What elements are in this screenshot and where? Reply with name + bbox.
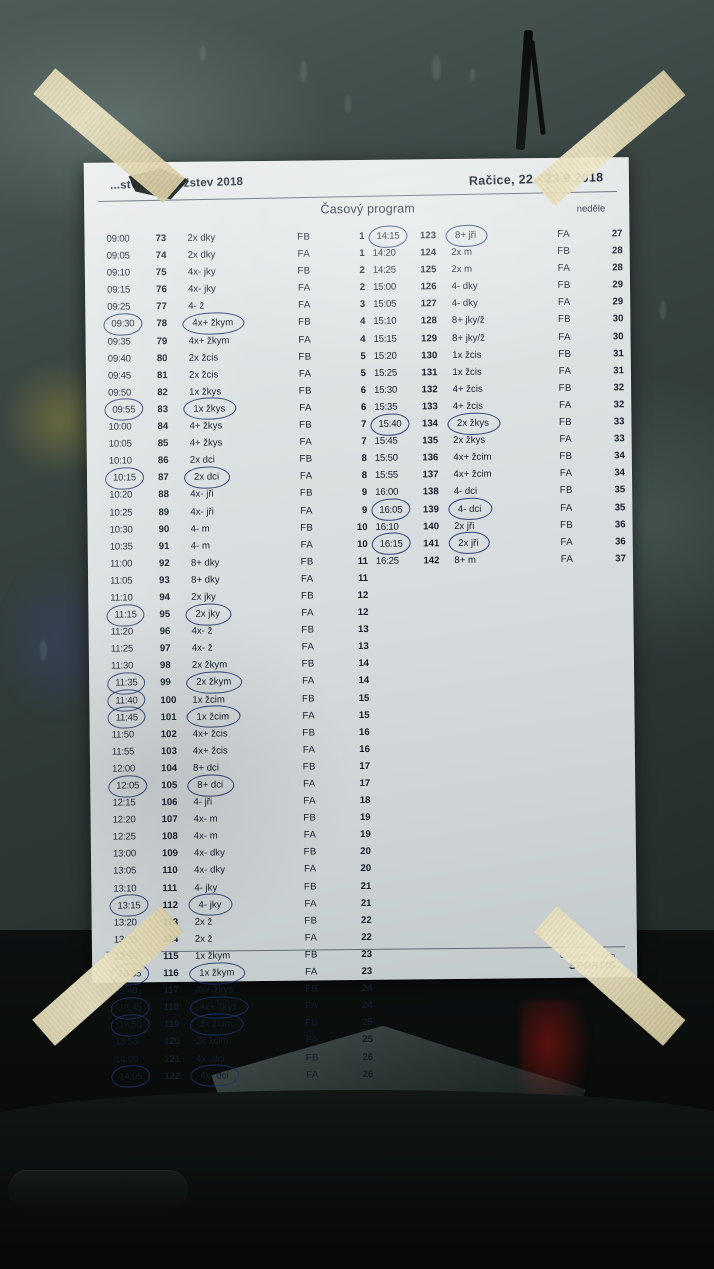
rain-droplet [40, 640, 47, 660]
pen-circle-mark: 1x žkym [195, 964, 238, 982]
schedule-sheet[interactable]: ...ství ČR družstev 2018 Račice, 22.- 23… [83, 157, 638, 1082]
pen-circle-mark: 1x žcim [192, 708, 233, 726]
pen-circle-mark: 14:05 [115, 1068, 146, 1085]
pen-circle-mark: 8+ jři [451, 227, 480, 244]
pen-circle-mark: 15:40 [374, 416, 405, 433]
pen-circle-mark: 2x žcim [196, 1016, 237, 1034]
pen-circle-mark: 2x žkym [192, 674, 235, 692]
dashboard-handle [8, 1170, 188, 1210]
pen-circle-mark: 14:15 [372, 228, 403, 245]
pen-circle-mark: 09:55 [108, 401, 139, 418]
pen-circle-mark: 10:15 [109, 470, 140, 487]
pen-circle-mark: 2x jky [191, 605, 224, 622]
schedule-column-right: 14:15 123 8+ jři FA 27 14:20 124 2x m FB 28 14:25 1… [372, 225, 626, 569]
pen-circle-mark: 12:05 [112, 777, 143, 794]
rain-droplet [432, 55, 441, 81]
schedule-row: 14:05 122 4x- dci FA 26 [115, 1065, 373, 1085]
schedule-row: 16:25 142 8+ m FA 37 [375, 553, 626, 567]
background-red-object [520, 1000, 590, 1110]
pen-circle-mark: 4x- dci [196, 1067, 232, 1084]
rain-droplet [470, 68, 475, 82]
weekday-label: neděle [576, 203, 606, 215]
pen-circle-mark: 13:15 [113, 897, 144, 914]
rain-droplet [660, 300, 666, 320]
rain-droplet [345, 95, 351, 113]
pen-circle-mark: 2x jři [454, 534, 482, 551]
pen-circle-mark: 2x dci [190, 469, 223, 486]
pen-circle-mark: 11:45 [111, 709, 141, 726]
rain-droplet [300, 60, 307, 82]
pen-circle-mark: 09:30 [107, 316, 138, 333]
pen-circle-mark: 8+ dci [193, 776, 227, 793]
page-title: Časový program [320, 201, 416, 217]
pen-circle-mark: 16:15 [376, 535, 407, 552]
pen-circle-mark: 1x žkys [189, 400, 229, 418]
schedule-table-right: 14:15 123 8+ jři FA 27 14:20 124 2x m FB 28 14:25 1… [372, 225, 626, 569]
pen-circle-mark: 13:50 [115, 1017, 146, 1034]
pen-circle-mark: 4- jky [194, 896, 225, 913]
rain-droplet [200, 45, 206, 61]
pen-circle-mark: 4- dci [454, 500, 486, 517]
pen-circle-mark: 11:15 [110, 606, 140, 623]
schedule-columns: 09:00 73 2x dky FB 1 09:05 74 2x dky FA 1 09:10 75 4… [84, 225, 636, 1082]
pen-circle-mark: 2x žkys [453, 415, 493, 433]
pen-circle-mark: 16:05 [375, 501, 406, 518]
pen-circle-mark: 4x+ žkym [188, 315, 237, 333]
